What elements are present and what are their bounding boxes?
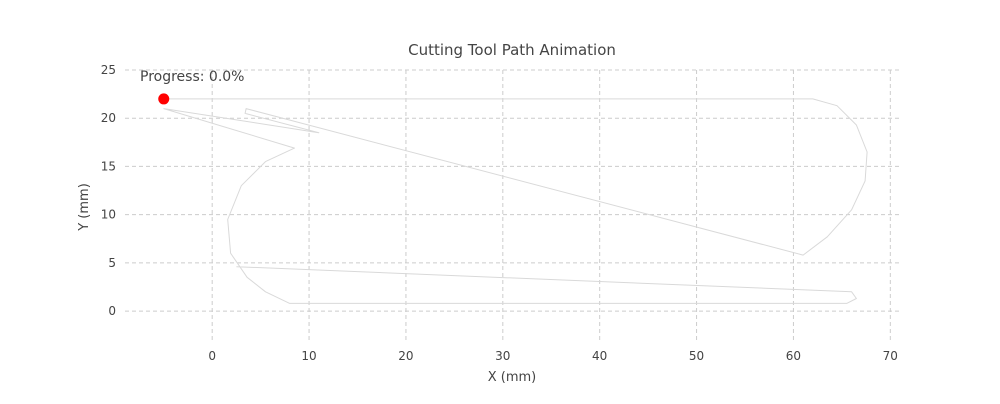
x-axis-label: X (mm) (488, 370, 537, 385)
x-tick-label: 0 (208, 349, 216, 363)
y-axis-label: Y (mm) (77, 183, 92, 232)
x-tick-label: 70 (883, 349, 898, 363)
x-tick-label: 20 (398, 349, 413, 363)
y-tick-label: 5 (108, 256, 116, 270)
x-tick-label: 30 (495, 349, 510, 363)
series-layer (158, 93, 868, 304)
y-tick-label: 15 (101, 159, 116, 173)
chart-title: Cutting Tool Path Animation (408, 41, 616, 59)
x-tick-label: 40 (592, 349, 607, 363)
y-tick-label: 0 (108, 304, 116, 318)
tool-path-line (163, 98, 868, 304)
x-tick-label: 60 (786, 349, 801, 363)
x-tick-label: 10 (301, 349, 316, 363)
x-tick-label: 50 (689, 349, 704, 363)
y-tick-label: 25 (101, 63, 116, 77)
progress-annotation: Progress: 0.0% (140, 69, 244, 85)
y-axis-ticks: 0 5 10 15 20 25 (101, 63, 116, 318)
y-tick-label: 20 (101, 111, 116, 125)
tool-position-marker (158, 93, 170, 105)
grid (125, 69, 900, 340)
y-tick-label: 10 (101, 208, 116, 222)
x-axis-ticks: 0 10 20 30 40 50 60 70 (208, 349, 898, 363)
